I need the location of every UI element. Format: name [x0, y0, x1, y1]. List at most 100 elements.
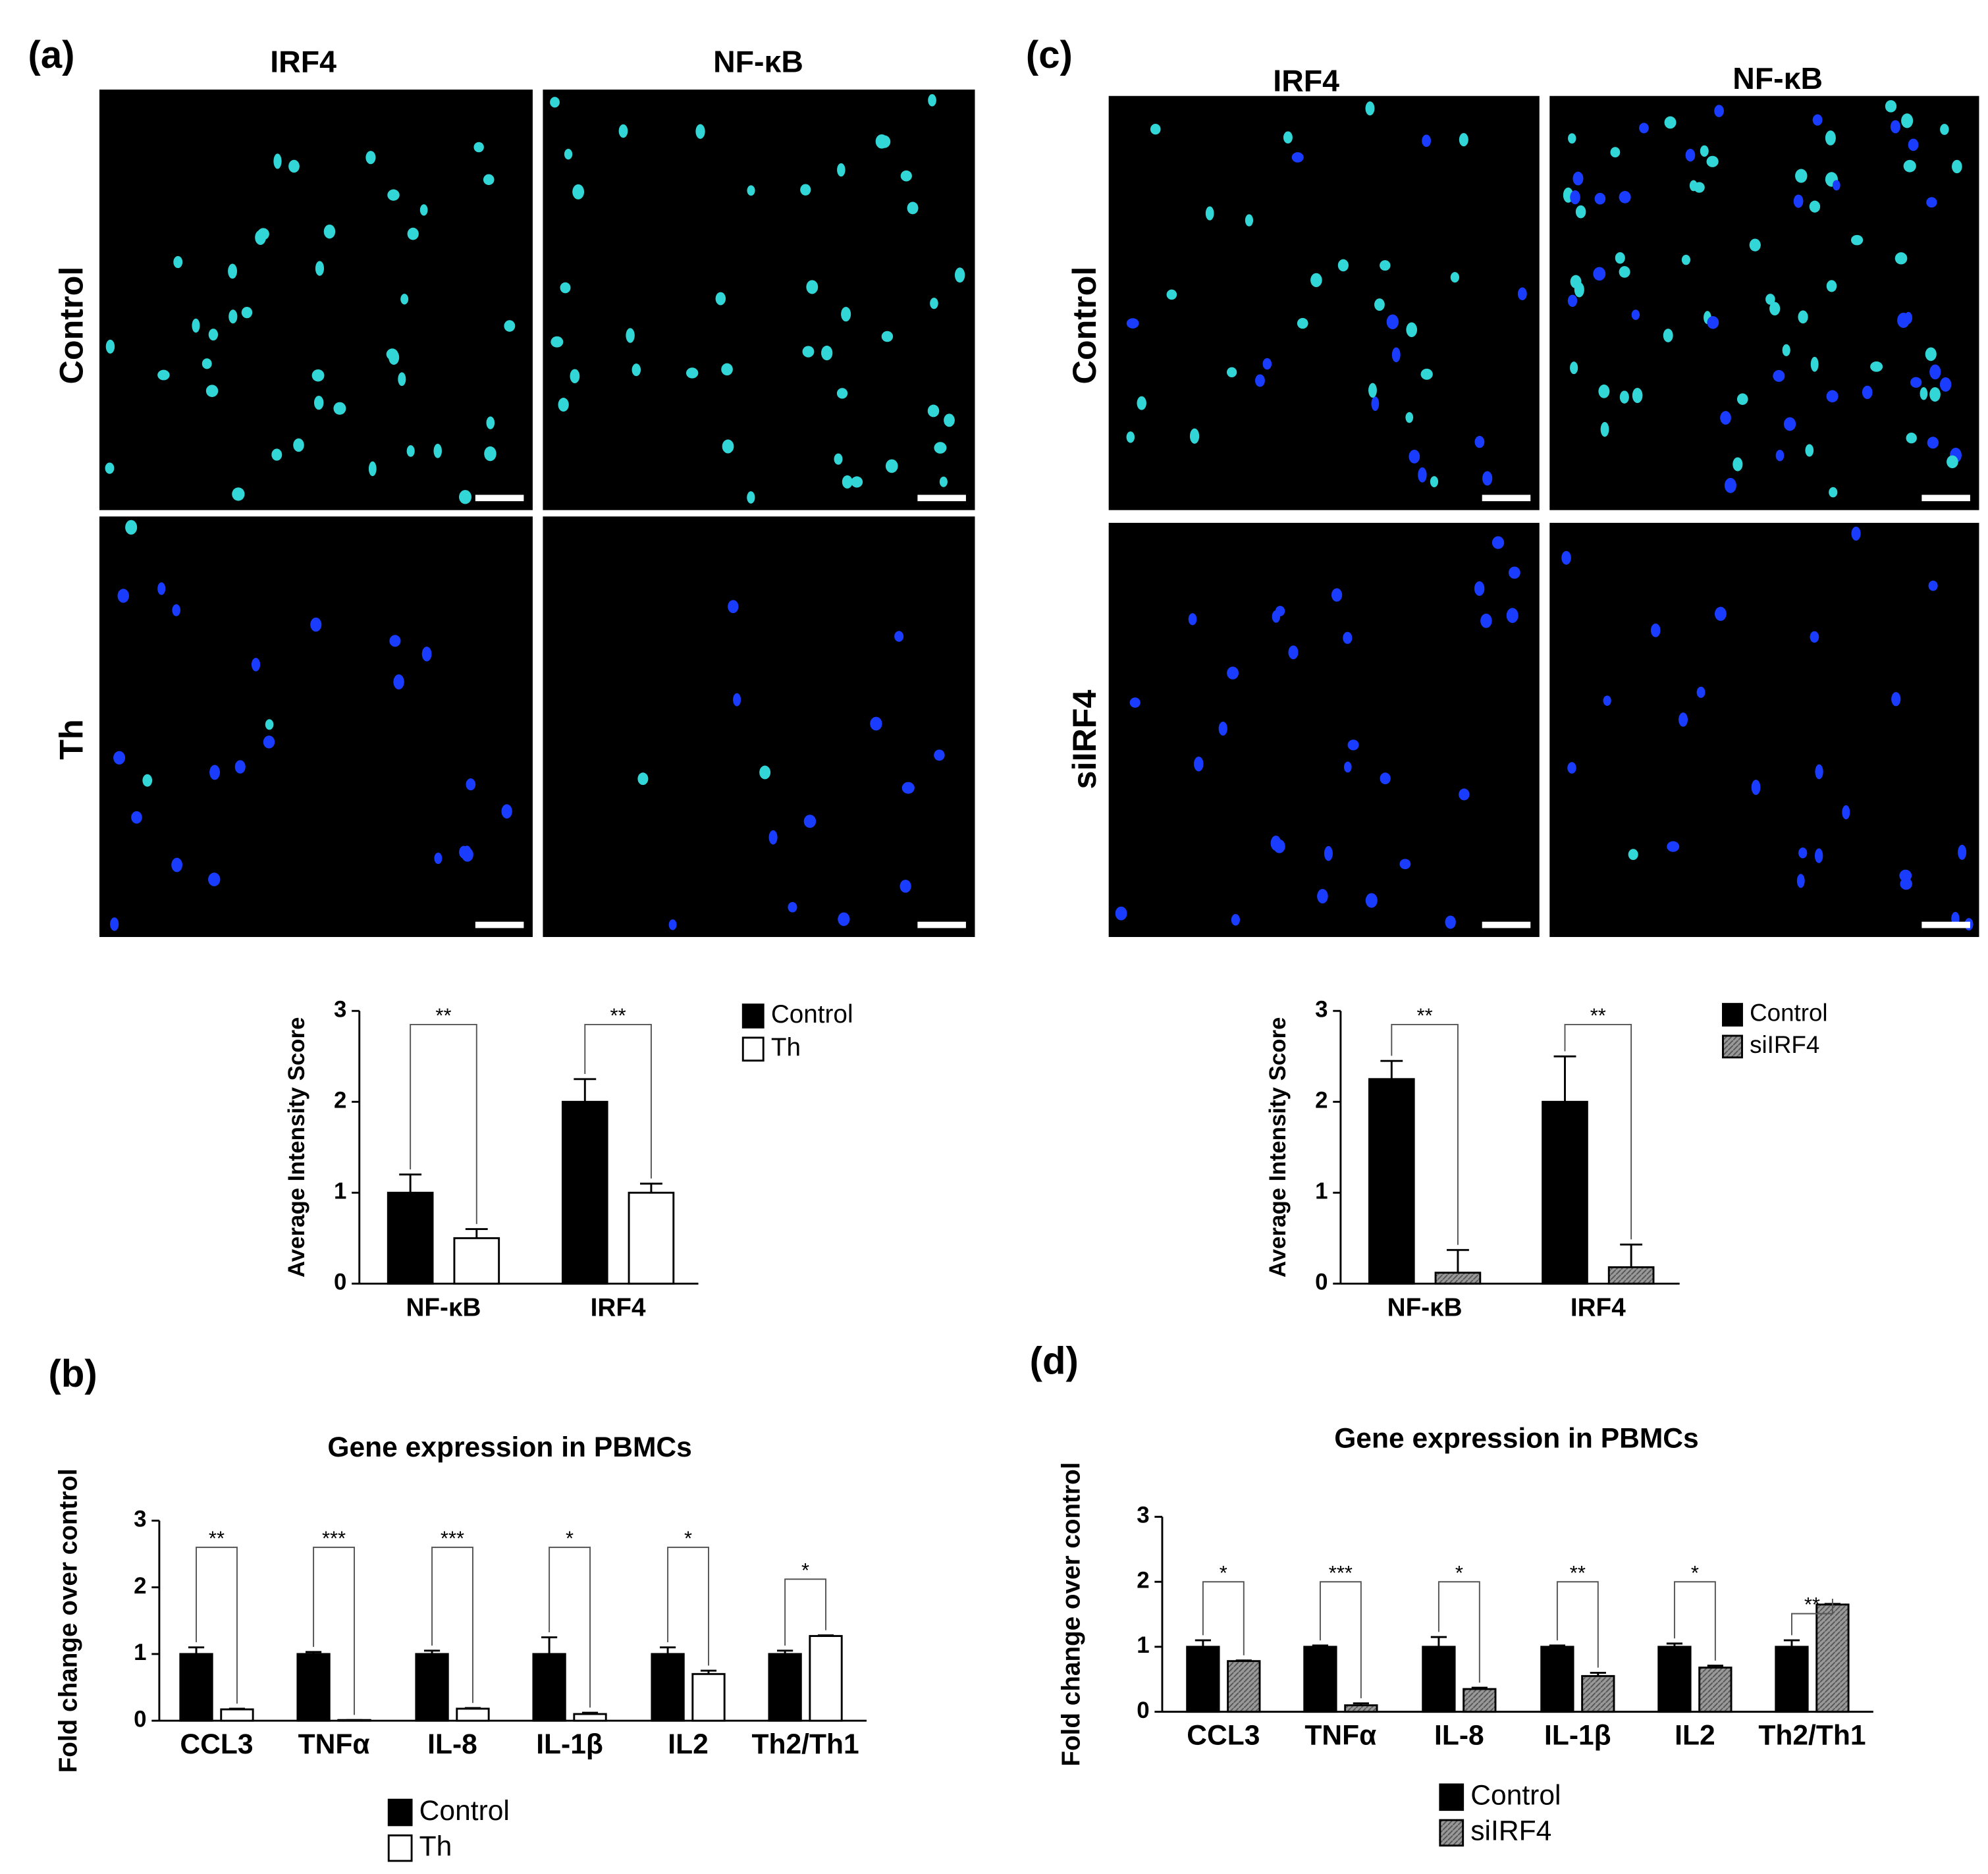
- cell: [459, 490, 472, 504]
- y-tick-label: 3: [1315, 996, 1328, 1022]
- cell: [1810, 631, 1819, 643]
- bar: [1775, 1646, 1809, 1713]
- cell: [837, 163, 846, 177]
- scale-bar: [475, 921, 524, 928]
- cell: [1685, 148, 1696, 162]
- cell: [311, 369, 325, 382]
- cell: [1765, 294, 1775, 305]
- cell: [551, 336, 564, 348]
- significance-bracket: [784, 1578, 827, 1646]
- micrograph: [99, 516, 533, 937]
- cell: [838, 912, 850, 926]
- cell: [695, 124, 705, 139]
- cell: [192, 318, 200, 333]
- y-tick-label: 2: [334, 1087, 346, 1113]
- cell: [1567, 762, 1576, 774]
- cell: [747, 185, 755, 196]
- cell: [1594, 192, 1606, 205]
- bar: [1540, 1646, 1574, 1713]
- significance-bracket: [1791, 1599, 1833, 1636]
- cell: [1724, 477, 1736, 493]
- cell: [1908, 138, 1919, 151]
- cell: [1227, 367, 1237, 378]
- x-tick-label: IL-1β: [1544, 1720, 1611, 1752]
- cell: [1409, 449, 1420, 464]
- x-tick-label: TNFα: [1304, 1720, 1376, 1752]
- cell: [1694, 182, 1705, 193]
- cell: [400, 294, 409, 305]
- bar: [1607, 1266, 1655, 1285]
- significance-label: *: [1691, 1561, 1699, 1584]
- cell: [1628, 849, 1638, 861]
- cell: [1899, 869, 1912, 882]
- cell: [1736, 393, 1748, 405]
- scale-bar: [1482, 495, 1531, 502]
- cell: [1798, 310, 1808, 324]
- cell: [558, 398, 569, 412]
- cell: [1700, 145, 1709, 157]
- cell: [1600, 421, 1609, 437]
- cell: [1418, 467, 1427, 483]
- cell: [1910, 377, 1922, 388]
- cell: [1491, 536, 1505, 549]
- cell: [1619, 191, 1631, 203]
- x-tick-label: Th2/Th1: [1758, 1720, 1866, 1752]
- cell: [1567, 294, 1578, 308]
- cell: [1927, 437, 1939, 449]
- panel-label: (a): [28, 34, 75, 76]
- cell: [901, 782, 915, 794]
- significance-label: **: [610, 1004, 626, 1027]
- x-tick-label: TNFα: [298, 1728, 370, 1760]
- cell: [105, 462, 115, 474]
- cell: [851, 476, 863, 488]
- significance-label: *: [801, 1559, 809, 1582]
- cell: [255, 230, 266, 245]
- cell: [570, 369, 580, 384]
- cell: [365, 151, 376, 165]
- cell: [473, 142, 484, 153]
- legend-label: siIRF4: [1470, 1815, 1551, 1847]
- cell: [1894, 252, 1908, 265]
- legend-label: Control: [419, 1795, 510, 1827]
- cell: [234, 760, 246, 774]
- cell: [572, 184, 585, 200]
- cell: [907, 201, 919, 215]
- scale-bar: [475, 495, 524, 502]
- cell: [1194, 756, 1204, 772]
- cell: [1815, 764, 1823, 780]
- cell: [900, 880, 911, 893]
- cell: [1430, 476, 1439, 487]
- cell: [1850, 234, 1864, 246]
- cell: [842, 475, 853, 489]
- cell: [1798, 847, 1808, 859]
- cell: [1317, 889, 1328, 904]
- scale-bar: [1921, 921, 1970, 928]
- cell: [157, 369, 170, 381]
- cell: [486, 416, 495, 429]
- cell: [462, 845, 471, 859]
- panel-label: (c): [1026, 34, 1073, 76]
- cell: [421, 646, 432, 662]
- cell: [1189, 428, 1200, 444]
- bar: [651, 1653, 685, 1722]
- cell: [1903, 159, 1916, 173]
- cell: [934, 749, 945, 761]
- significance-bracket: [1437, 1581, 1480, 1683]
- significance-bracket: [584, 1023, 652, 1179]
- cell: [293, 438, 304, 452]
- significance-label: **: [435, 1004, 451, 1027]
- cell: [834, 453, 843, 465]
- cell: [1405, 412, 1414, 423]
- bar: [809, 1635, 843, 1722]
- cell: [1782, 344, 1790, 356]
- cell: [1150, 124, 1161, 135]
- significance-label: ***: [1329, 1561, 1353, 1584]
- legend-swatch: [741, 1036, 765, 1062]
- chart-title: Gene expression in PBMCs: [327, 1432, 691, 1463]
- cell: [393, 674, 404, 690]
- cell: [881, 331, 894, 342]
- significance-bracket: [1391, 1023, 1459, 1245]
- significance-label: **: [1417, 1004, 1433, 1027]
- cell: [1482, 471, 1493, 486]
